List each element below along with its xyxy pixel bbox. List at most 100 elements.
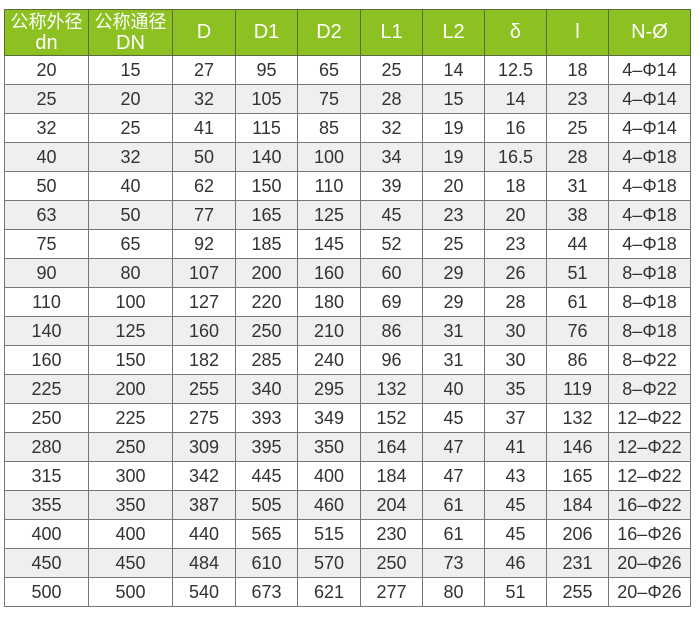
table-cell: 220 — [235, 287, 298, 317]
column-header: L1 — [360, 9, 423, 56]
table-row: 75 65 92 185 145 52 25 23 44 4–Φ18 — [4, 229, 691, 259]
table-cell: 15 — [422, 84, 485, 114]
table-cell: 500 — [4, 577, 89, 607]
table-cell: 145 — [297, 229, 361, 259]
column-header: D2 — [297, 9, 361, 56]
table-cell: 77 — [172, 200, 236, 230]
header-row: 公称外径 dn 公称通径 DN D D1 D2 L1 L2 δ l N-Ø — [4, 9, 691, 56]
table-cell: 50 — [172, 142, 236, 172]
table-cell: 63 — [4, 200, 89, 230]
table-cell: 14 — [484, 84, 547, 114]
table-cell: 15 — [88, 55, 173, 85]
table-cell: 119 — [546, 374, 609, 404]
table-row: 400 400 440 565 515 230 61 45 206 16–Φ26 — [4, 519, 691, 549]
table-cell: 20–Φ26 — [608, 548, 691, 578]
table-cell: 12–Φ22 — [608, 432, 691, 462]
table-row: 450 450 484 610 570 250 73 46 231 20–Φ26 — [4, 548, 691, 578]
header-text: dn — [35, 31, 58, 54]
table-cell: 621 — [297, 577, 361, 607]
column-header: N-Ø — [608, 9, 691, 56]
table-cell: 4–Φ14 — [608, 113, 691, 143]
table-cell: 4–Φ14 — [608, 55, 691, 85]
table-cell: 445 — [235, 461, 298, 491]
table-cell: 225 — [88, 403, 173, 433]
table-cell: 29 — [422, 258, 485, 288]
table-cell: 285 — [235, 345, 298, 375]
header-text: L1 — [380, 21, 403, 43]
table-cell: 25 — [4, 84, 89, 114]
table-cell: 250 — [360, 548, 423, 578]
table-cell: 4–Φ18 — [608, 142, 691, 172]
table-cell: 140 — [235, 142, 298, 172]
table-row: 160 150 182 285 240 96 31 30 86 8–Φ22 — [4, 345, 691, 375]
table-cell: 250 — [235, 316, 298, 346]
table-cell: 75 — [4, 229, 89, 259]
table-cell: 40 — [4, 142, 89, 172]
table-row: 140 125 160 250 210 86 31 30 76 8–Φ18 — [4, 316, 691, 346]
table-cell: 38 — [546, 200, 609, 230]
table-cell: 86 — [360, 316, 423, 346]
table-cell: 16–Φ26 — [608, 519, 691, 549]
table-cell: 47 — [422, 432, 485, 462]
table-cell: 100 — [297, 142, 361, 172]
table-cell: 32 — [360, 113, 423, 143]
table-cell: 50 — [88, 200, 173, 230]
table-cell: 12–Φ22 — [608, 403, 691, 433]
table-cell: 69 — [360, 287, 423, 317]
table-cell: 115 — [235, 113, 298, 143]
table-cell: 23 — [422, 200, 485, 230]
table-cell: 25 — [88, 113, 173, 143]
table-cell: 12–Φ22 — [608, 461, 691, 491]
table-cell: 4–Φ14 — [608, 84, 691, 114]
table-cell: 20 — [88, 84, 173, 114]
table-cell: 280 — [4, 432, 89, 462]
table-cell: 4–Φ18 — [608, 200, 691, 230]
table-cell: 14 — [422, 55, 485, 85]
column-header: D — [172, 9, 236, 56]
table-cell: 47 — [422, 461, 485, 491]
table-cell: 50 — [4, 171, 89, 201]
table-cell: 309 — [172, 432, 236, 462]
table-cell: 200 — [235, 258, 298, 288]
table-cell: 4–Φ18 — [608, 229, 691, 259]
table-cell: 673 — [235, 577, 298, 607]
table-cell: 164 — [360, 432, 423, 462]
table-cell: 393 — [235, 403, 298, 433]
table-cell: 32 — [88, 142, 173, 172]
table-cell: 52 — [360, 229, 423, 259]
table-cell: 105 — [235, 84, 298, 114]
column-header: 公称通径 DN — [88, 9, 173, 56]
table-row: 225 200 255 340 295 132 40 35 119 8–Φ22 — [4, 374, 691, 404]
table-cell: 184 — [546, 490, 609, 520]
table-cell: 387 — [172, 490, 236, 520]
dimension-table: 公称外径 dn 公称通径 DN D D1 D2 L1 L2 δ l N-Ø 20 15 27 95 65 25 1… — [4, 9, 691, 607]
table-row: 63 50 77 165 125 45 23 20 38 4–Φ18 — [4, 200, 691, 230]
table-cell: 350 — [88, 490, 173, 520]
table-row: 355 350 387 505 460 204 61 45 184 16–Φ22 — [4, 490, 691, 520]
table-row: 40 32 50 140 100 34 19 16.5 28 4–Φ18 — [4, 142, 691, 172]
table-cell: 160 — [4, 345, 89, 375]
table-cell: 340 — [235, 374, 298, 404]
table-cell: 110 — [4, 287, 89, 317]
table-cell: 146 — [546, 432, 609, 462]
table-cell: 45 — [360, 200, 423, 230]
column-header: δ — [484, 9, 547, 56]
table-cell: 200 — [88, 374, 173, 404]
table-cell: 76 — [546, 316, 609, 346]
table-cell: 315 — [4, 461, 89, 491]
table-cell: 610 — [235, 548, 298, 578]
header-text: δ — [509, 21, 522, 43]
table-cell: 277 — [360, 577, 423, 607]
table-cell: 45 — [484, 490, 547, 520]
table-cell: 19 — [422, 113, 485, 143]
table-cell: 165 — [546, 461, 609, 491]
table-cell: 20 — [484, 200, 547, 230]
table-cell: 85 — [297, 113, 361, 143]
table-cell: 25 — [546, 113, 609, 143]
table-cell: 30 — [484, 316, 547, 346]
table-cell: 8–Φ18 — [608, 258, 691, 288]
table-cell: 31 — [422, 316, 485, 346]
table-cell: 26 — [484, 258, 547, 288]
table-cell: 41 — [172, 113, 236, 143]
table-cell: 65 — [297, 55, 361, 85]
